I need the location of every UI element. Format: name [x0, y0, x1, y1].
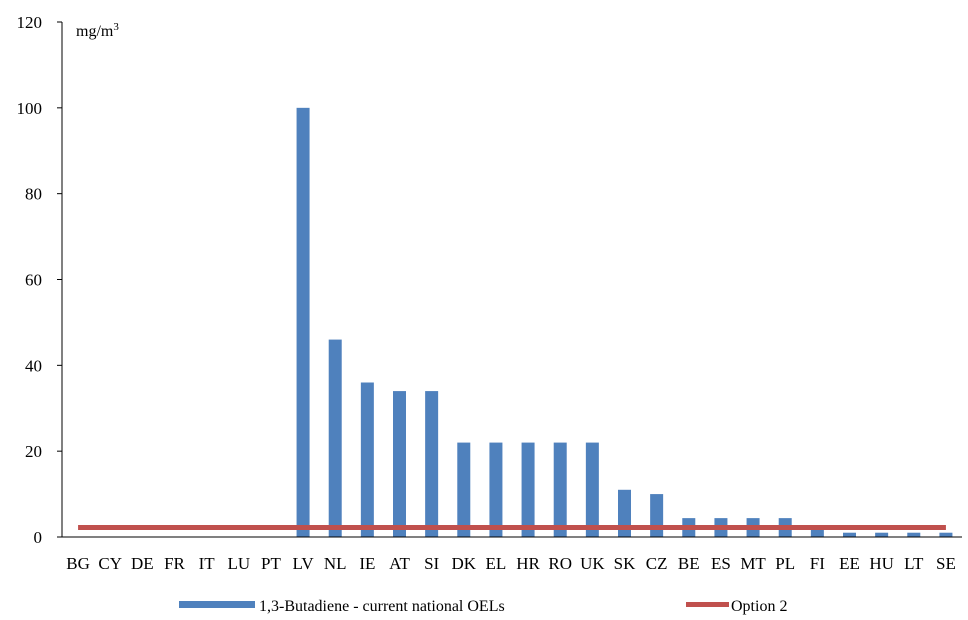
y-tick-label: 20	[25, 442, 42, 461]
x-category-label-nl: NL	[324, 554, 347, 573]
bar-ro	[553, 442, 567, 537]
x-category-label-pl: PL	[775, 554, 795, 573]
y-tick-label: 80	[25, 185, 42, 204]
x-category-label-it: IT	[199, 554, 216, 573]
x-category-label-fi: FI	[810, 554, 825, 573]
x-category-label-se: SE	[936, 554, 956, 573]
bars-layer	[296, 107, 953, 537]
x-category-label-be: BE	[678, 554, 700, 573]
legend-label-bar: 1,3-Butadiene - current national OELs	[259, 598, 505, 615]
x-category-label-cz: CZ	[646, 554, 668, 573]
x-category-label-bg: BG	[66, 554, 90, 573]
bar-at	[393, 391, 406, 537]
legend: 1,3-Butadiene - current national OELs Op…	[179, 598, 787, 615]
x-category-label-lv: LV	[293, 554, 315, 573]
legend-label-line: Option 2	[731, 598, 787, 615]
y-tick-label: 0	[34, 528, 43, 547]
x-category-label-ie: IE	[359, 554, 375, 573]
x-category-label-si: SI	[424, 554, 439, 573]
x-category-labels: BG CY DE FR IT LU PT LV NL IE AT SI DK EL HR RO UK SK CZ BE…	[66, 554, 956, 573]
x-category-label-lu: LU	[227, 554, 250, 573]
x-category-label-es: ES	[711, 554, 731, 573]
y-unit-label: mg/m3	[76, 21, 119, 40]
bar-el	[489, 442, 503, 537]
x-category-label-pt: PT	[261, 554, 281, 573]
x-category-label-hr: HR	[516, 554, 540, 573]
bar-se	[939, 532, 953, 537]
bar-uk	[585, 442, 599, 537]
x-category-label-cy: CY	[98, 554, 122, 573]
y-unit-superscript: 3	[113, 21, 119, 33]
x-category-label-mt: MT	[740, 554, 766, 573]
bar-lt	[907, 532, 921, 537]
bar-hu	[875, 532, 889, 537]
bar-si	[425, 391, 439, 537]
y-tick-label: 120	[17, 13, 43, 32]
bar-fi	[810, 527, 824, 537]
bar-cz	[650, 494, 664, 537]
x-category-label-hu: HU	[869, 554, 894, 573]
bar-lv	[296, 107, 310, 537]
x-category-label-sk: SK	[614, 554, 636, 573]
bar-ee	[843, 532, 856, 537]
x-category-label-at: AT	[389, 554, 410, 573]
x-category-label-fr: FR	[164, 554, 185, 573]
bar-hr	[521, 442, 535, 537]
x-category-label-de: DE	[131, 554, 154, 573]
x-category-label-lt: LT	[904, 554, 924, 573]
y-tick-label: 100	[17, 99, 43, 118]
y-tick-label: 40	[25, 356, 42, 375]
x-category-label-dk: DK	[452, 554, 477, 573]
y-tick-label: 60	[25, 271, 42, 290]
x-category-label-ee: EE	[839, 554, 860, 573]
y-ticks: 0 20 40 60 80 100 120	[17, 13, 62, 547]
x-category-label-ro: RO	[548, 554, 572, 573]
x-category-label-uk: UK	[580, 554, 605, 573]
legend-swatch-bar	[179, 601, 255, 608]
x-category-label-el: EL	[486, 554, 507, 573]
bar-ie	[360, 382, 374, 537]
bar-dk	[457, 442, 471, 537]
axes-layer	[61, 22, 962, 538]
bar-nl	[328, 339, 342, 537]
